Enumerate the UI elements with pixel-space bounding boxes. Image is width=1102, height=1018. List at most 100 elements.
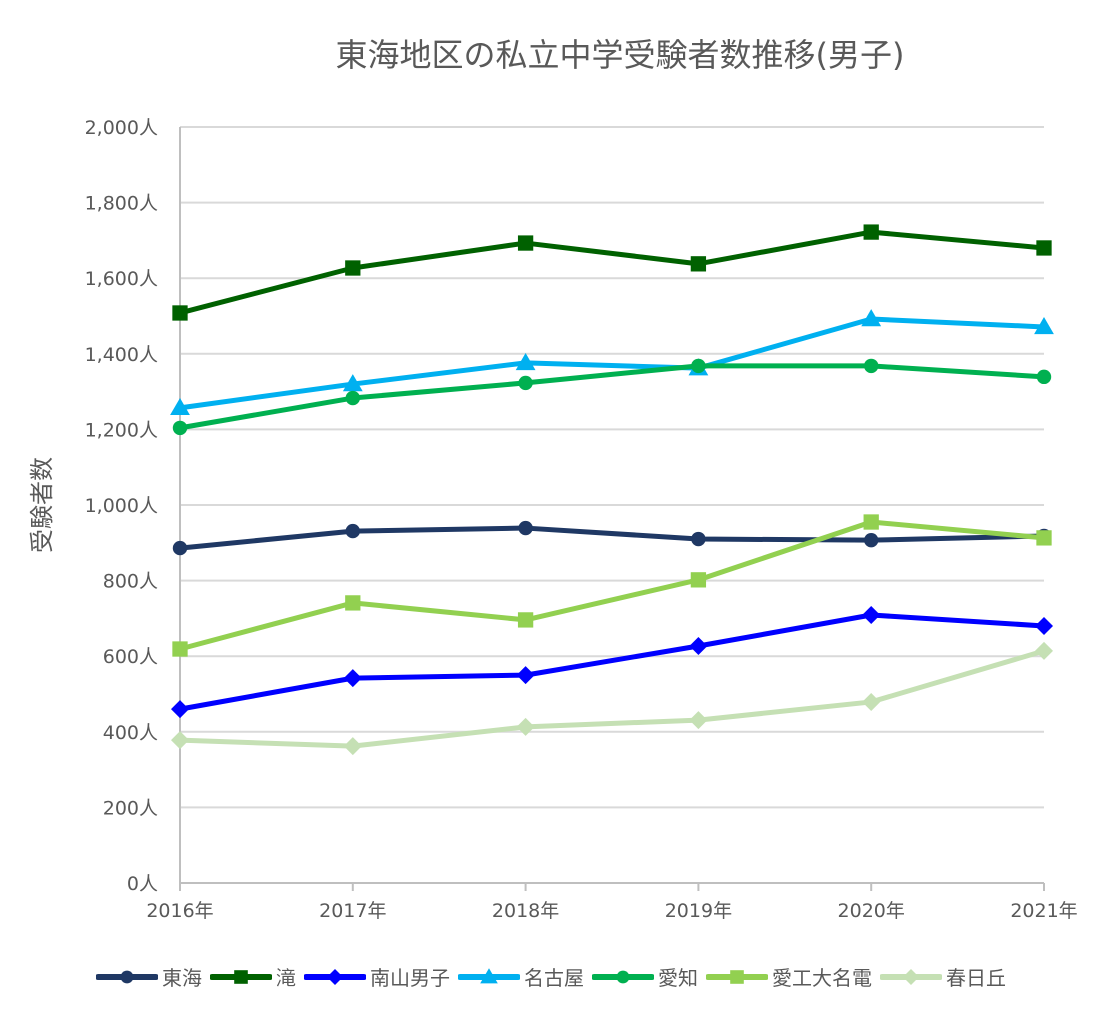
data-point	[518, 375, 533, 391]
y-tick-label: 1,800人	[85, 193, 158, 215]
x-tick-label: 2021年	[1010, 900, 1077, 922]
series-line	[179, 363, 1045, 431]
series-line	[179, 229, 1045, 316]
legend-item: 滝	[210, 962, 296, 991]
data-point	[862, 692, 881, 711]
series-3	[170, 309, 1054, 416]
data-point	[345, 390, 360, 406]
legend-swatch	[592, 970, 654, 983]
data-point	[345, 523, 360, 539]
x-tick-label: 2020年	[838, 900, 905, 922]
data-point	[1036, 369, 1052, 385]
legend-marker	[730, 969, 744, 984]
data-point	[864, 358, 879, 374]
y-tick-label: 200人	[103, 797, 158, 819]
legend-swatch	[458, 967, 520, 983]
legend-item: 名古屋	[458, 962, 584, 991]
y-tick-label: 0人	[127, 873, 158, 895]
legend-label: 愛知	[658, 966, 698, 990]
series-4	[172, 358, 1052, 436]
legend-swatch	[304, 968, 366, 985]
data-point	[863, 514, 879, 530]
x-tick-label: 2018年	[492, 900, 559, 922]
series-5	[172, 514, 1052, 657]
series-line	[179, 612, 1045, 712]
data-point	[1034, 317, 1054, 335]
chart-title: 東海地区の私立中学受験者数推移(男子)	[336, 36, 905, 74]
data-point	[1035, 641, 1053, 660]
series-6	[171, 641, 1053, 756]
y-tick-label: 400人	[103, 722, 158, 744]
y-tick-label: 1,400人	[85, 344, 158, 366]
data-point	[517, 235, 534, 251]
data-point	[345, 595, 361, 611]
data-point	[345, 260, 361, 276]
series-line	[179, 525, 1045, 551]
legend-marker	[480, 967, 498, 983]
legend-marker	[120, 970, 134, 983]
data-point	[689, 711, 708, 730]
legend-label: 滝	[276, 966, 296, 990]
data-point	[171, 731, 189, 750]
data-point	[343, 669, 362, 688]
legend-item: 愛知	[592, 962, 698, 991]
legend-label: 愛工大名電	[772, 966, 872, 990]
legend-item: 東海	[96, 962, 202, 991]
data-point	[172, 305, 188, 321]
legend-item: 南山男子	[304, 962, 450, 991]
y-tick-label: 2,000人	[85, 117, 158, 139]
legend-item: 春日丘	[880, 962, 1006, 991]
legend-label: 東海	[162, 966, 202, 990]
data-point	[172, 420, 188, 436]
y-tick-label: 1,000人	[85, 495, 158, 517]
data-point	[689, 636, 708, 655]
data-point	[172, 540, 188, 556]
legend-label: 南山男子	[370, 966, 450, 990]
x-tick-label: 2016年	[146, 900, 213, 922]
y-tick-label: 600人	[103, 646, 158, 668]
data-point	[690, 572, 707, 588]
data-point	[171, 700, 189, 719]
data-point	[518, 520, 533, 536]
series-line	[179, 316, 1045, 411]
legend: 東海 滝 南山男子 名古屋 愛知 愛工大名電 春日丘	[0, 962, 1102, 991]
data-point	[691, 531, 706, 547]
legend-swatch	[880, 968, 942, 985]
legend-swatch	[210, 969, 272, 984]
data-point	[690, 256, 707, 272]
legend-marker	[616, 970, 630, 983]
data-point	[862, 605, 881, 624]
legend-swatch	[96, 970, 158, 983]
data-point	[516, 717, 535, 736]
legend-item: 愛工大名電	[706, 962, 872, 991]
legend-marker	[327, 968, 343, 985]
data-point	[861, 309, 882, 327]
y-tick-label: 1,200人	[85, 419, 158, 441]
data-point	[1036, 530, 1052, 546]
data-point	[517, 612, 534, 628]
x-tick-label: 2017年	[319, 900, 386, 922]
series-line	[179, 648, 1045, 749]
data-point	[342, 374, 363, 392]
data-point	[1036, 240, 1052, 256]
y-axis-label: 受験者数	[28, 457, 56, 553]
x-tick-label: 2019年	[665, 900, 732, 922]
series-1	[172, 224, 1052, 321]
data-point	[515, 352, 536, 371]
data-point	[863, 224, 879, 240]
data-point	[170, 397, 190, 416]
y-tick-label: 1,600人	[85, 268, 158, 290]
data-point	[1035, 616, 1053, 635]
series-line	[179, 519, 1045, 652]
data-point	[172, 641, 188, 657]
data-point	[343, 737, 362, 756]
data-point	[691, 358, 706, 374]
data-point	[864, 532, 879, 548]
legend-marker	[234, 969, 248, 984]
y-tick-label: 800人	[103, 571, 158, 593]
series-2	[171, 605, 1053, 719]
data-point	[516, 666, 535, 685]
legend-marker	[903, 968, 919, 985]
